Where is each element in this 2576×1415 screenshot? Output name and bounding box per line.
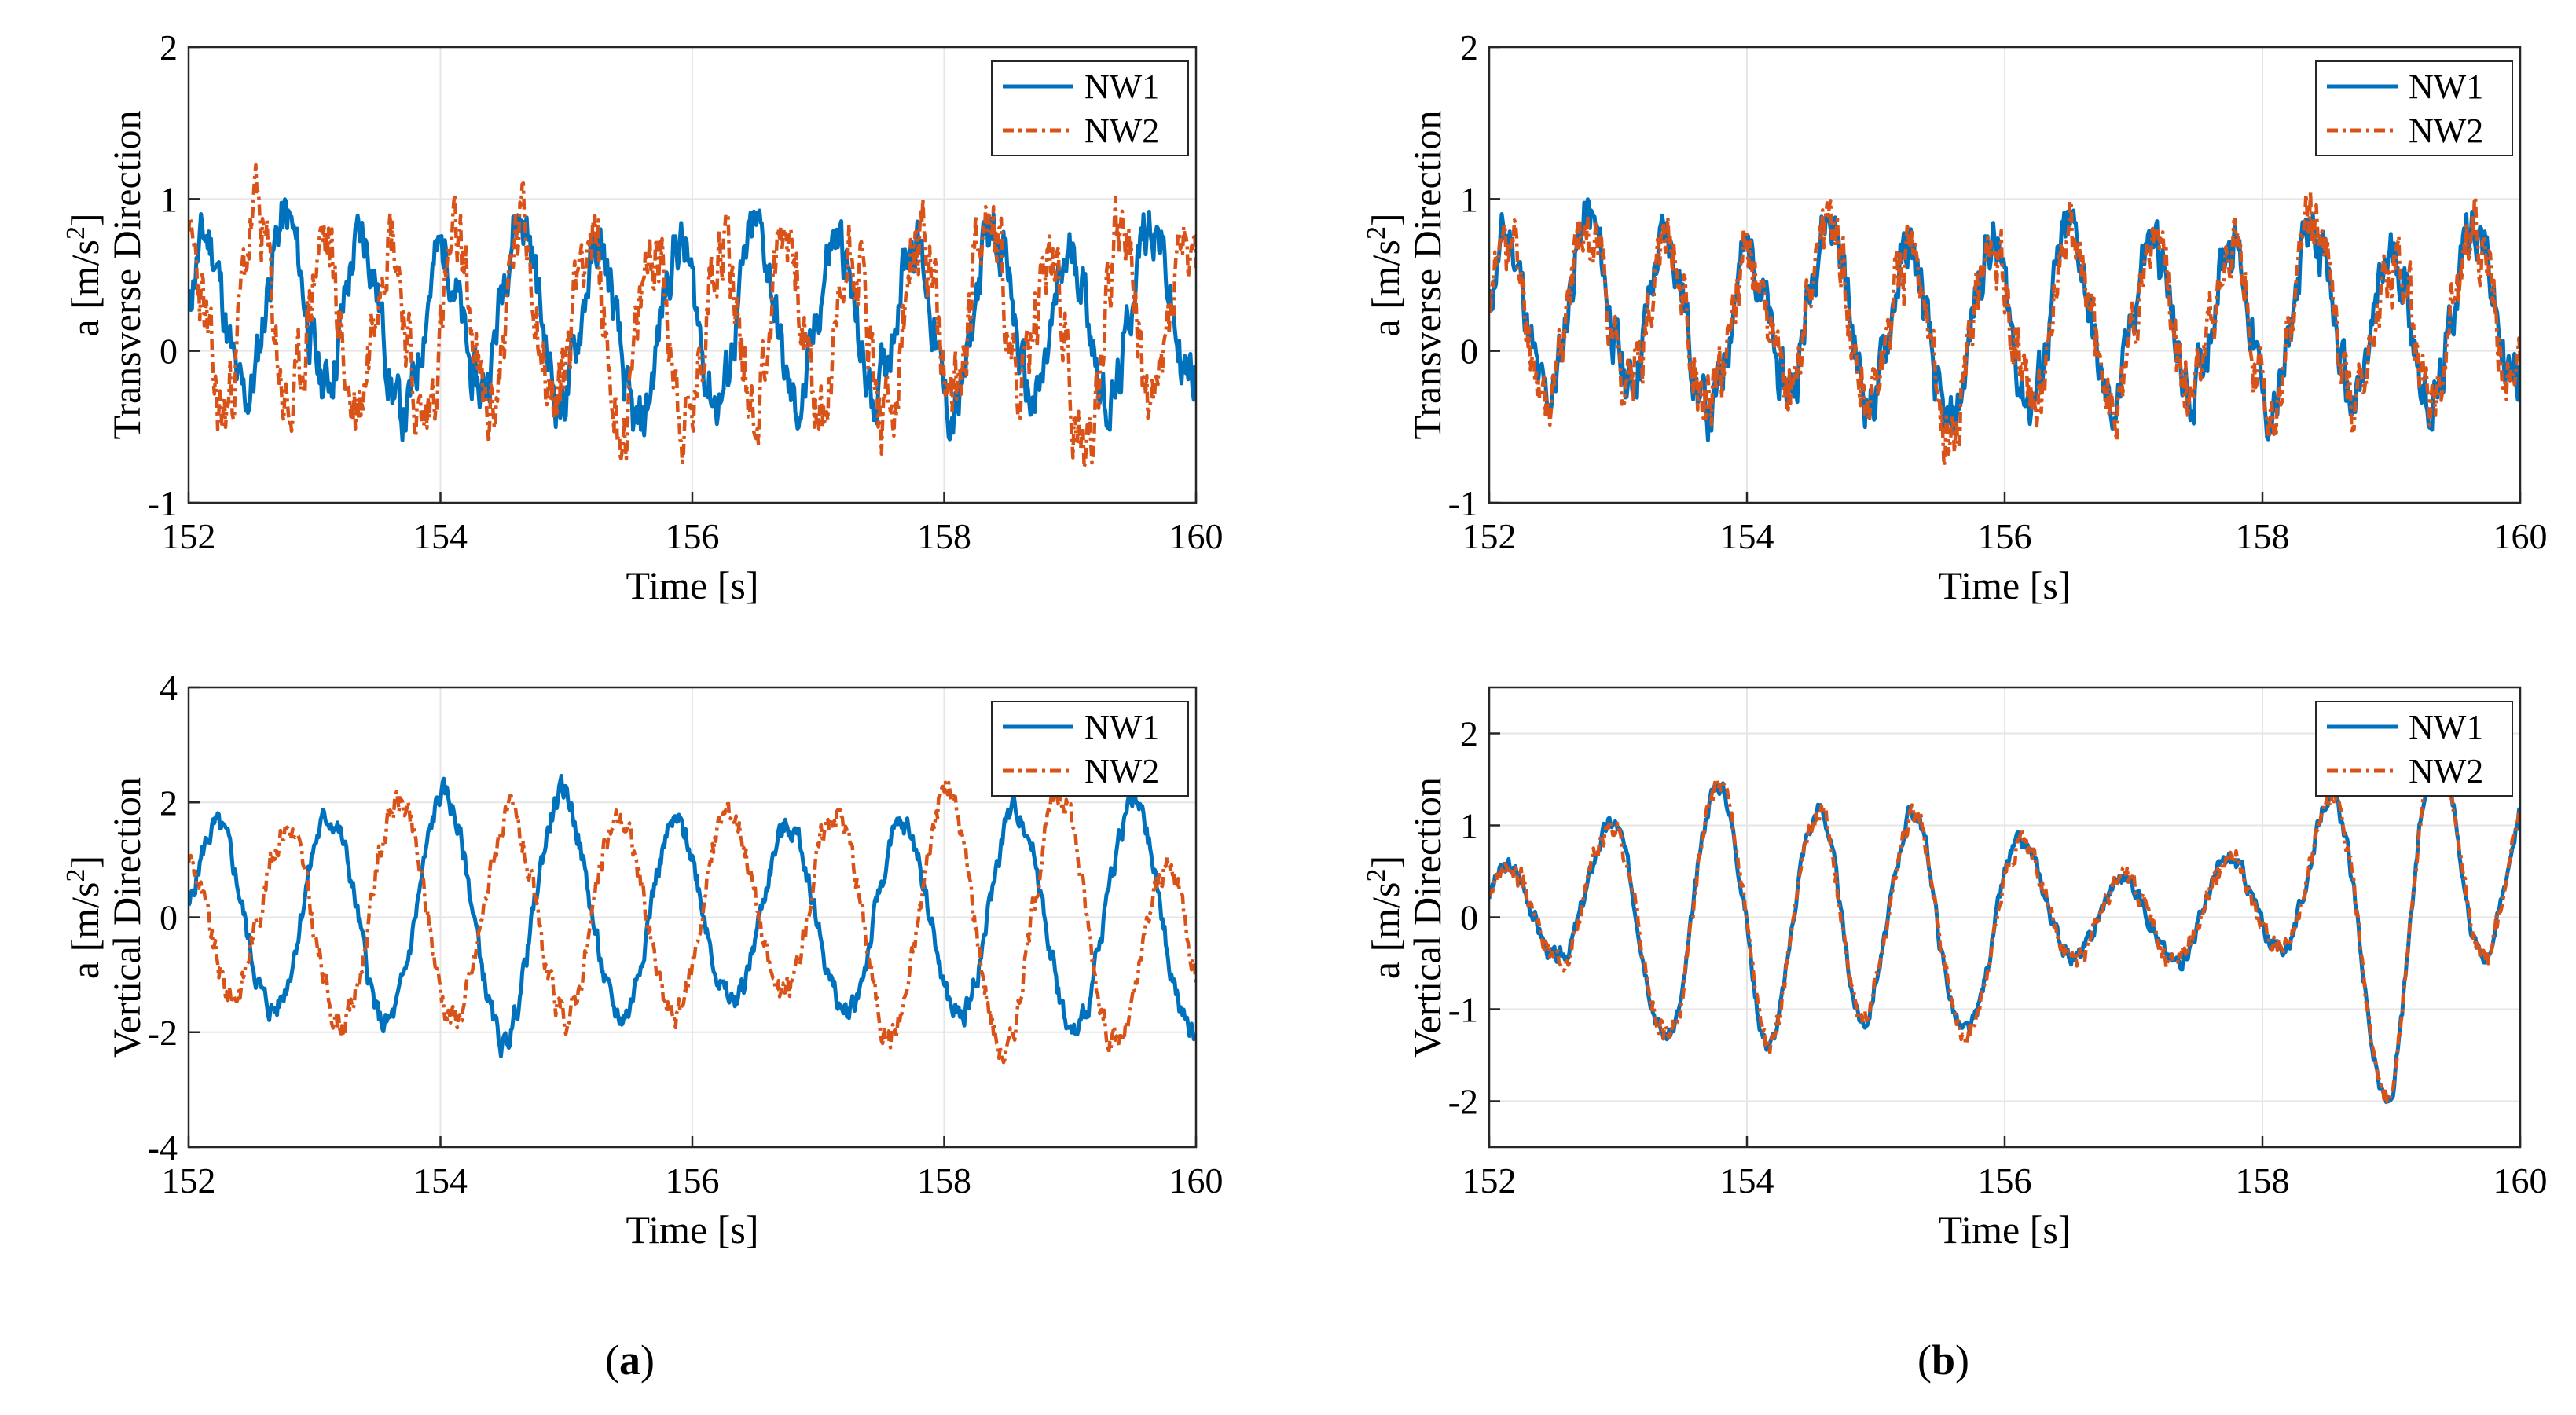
x-tick-label: 160 (2493, 516, 2548, 556)
y-axis-label-direction: Transverse Direction (1405, 111, 1449, 440)
caption-b: (b) (1917, 1336, 1970, 1384)
y-tick-label: 1 (1460, 806, 1478, 846)
x-tick-label: 156 (1978, 516, 2032, 556)
chart-b-bottom: 152 154 156 158 160 -2 -1 0 1 2 Time [s] a [m/s2]Ve… (1362, 686, 2548, 1252)
legend-label-nw2: NW2 (1084, 752, 1159, 790)
legend-label-nw1: NW1 (2409, 708, 2483, 746)
x-tick-label: 158 (917, 516, 971, 556)
x-axis-label: Time [s] (1938, 563, 2071, 607)
x-tick-label: 152 (1462, 516, 1517, 556)
legend-label-nw1: NW1 (1084, 68, 1159, 106)
y-tick-label: 2 (1460, 714, 1478, 754)
y-tick-label: 0 (1460, 332, 1478, 372)
y-axis-label-direction: Transverse Direction (105, 111, 149, 440)
chart-a-top: 152 154 156 158 160 -1 0 1 2 Time [s] a [m/s2]Tran… (61, 27, 1224, 607)
y-tick-label: -4 (148, 1127, 178, 1168)
y-axis-label-units: a [m/s2] (1362, 856, 1408, 979)
x-tick-label: 158 (2236, 516, 2290, 556)
y-tick-label: 2 (160, 27, 178, 68)
series-line-nw1 (1489, 197, 2520, 442)
series-line-nw1 (189, 774, 1196, 1058)
chart-a-bottom: 152 154 156 158 160 -4 -2 0 2 4 Time [s] a [m/s2]Ve… (61, 668, 1224, 1252)
y-tick-label: -1 (1448, 990, 1478, 1030)
legend-label-nw1: NW1 (1084, 708, 1159, 746)
x-tick-label: 154 (413, 516, 468, 556)
x-tick-label: 158 (2236, 1160, 2290, 1201)
y-axis-label-units: a [m/s2] (61, 856, 108, 979)
series-line-nw1 (189, 197, 1196, 442)
y-tick-label: 4 (160, 668, 178, 708)
legend-label-nw1: NW1 (2409, 68, 2483, 106)
y-axis-label-units: a [m/s2] (61, 213, 108, 336)
x-tick-label: 160 (1169, 1160, 1224, 1201)
legend-label-nw2: NW2 (2409, 112, 2483, 150)
y-tick-label: -1 (1448, 483, 1478, 523)
y-tick-label: 0 (1460, 898, 1478, 938)
x-axis-label: Time [s] (1938, 1208, 2071, 1252)
y-tick-label: -2 (1448, 1082, 1478, 1122)
x-tick-label: 160 (1169, 516, 1224, 556)
legend-label-nw2: NW2 (1084, 112, 1159, 150)
x-axis-label: Time [s] (626, 563, 758, 607)
chart-b-top: 152 154 156 158 160 -1 0 1 2 Time [s] a [m/s2]Tran… (1362, 27, 2548, 607)
x-tick-label: 152 (162, 516, 216, 556)
y-axis-label-direction: Vertical Direction (105, 777, 149, 1058)
x-tick-label: 154 (1720, 1160, 1774, 1201)
y-tick-label: 0 (160, 898, 178, 938)
legend-box (2315, 701, 2513, 797)
x-tick-label: 156 (1978, 1160, 2032, 1201)
y-tick-label: 2 (160, 783, 178, 823)
y-axis-label-units: a [m/s2] (1362, 213, 1408, 336)
y-tick-label: 0 (160, 332, 178, 372)
x-tick-label: 156 (666, 516, 720, 556)
series-line-nw2 (1489, 745, 2520, 1105)
legend-box (991, 701, 1189, 797)
series-line-nw2 (189, 780, 1196, 1065)
legend-label-nw2: NW2 (2409, 752, 2483, 790)
series-line-nw2 (189, 163, 1196, 470)
x-tick-label: 160 (2493, 1160, 2548, 1201)
y-axis-label-direction: Vertical Direction (1405, 777, 1449, 1058)
caption-a: (a) (605, 1336, 655, 1384)
y-tick-label: 1 (160, 179, 178, 219)
y-tick-label: 2 (1460, 27, 1478, 68)
y-tick-label: -2 (148, 1013, 178, 1053)
legend-box (2315, 60, 2513, 156)
x-tick-label: 152 (1462, 1160, 1517, 1201)
x-tick-label: 156 (666, 1160, 720, 1201)
x-tick-label: 154 (1720, 516, 1774, 556)
legend-box (991, 60, 1189, 156)
x-tick-label: 158 (917, 1160, 971, 1201)
series-line-nw2 (1489, 190, 2520, 467)
x-tick-label: 154 (413, 1160, 468, 1201)
x-axis-label: Time [s] (626, 1208, 758, 1252)
y-tick-label: -1 (148, 483, 178, 523)
x-tick-label: 152 (162, 1160, 216, 1201)
y-tick-label: 1 (1460, 179, 1478, 219)
